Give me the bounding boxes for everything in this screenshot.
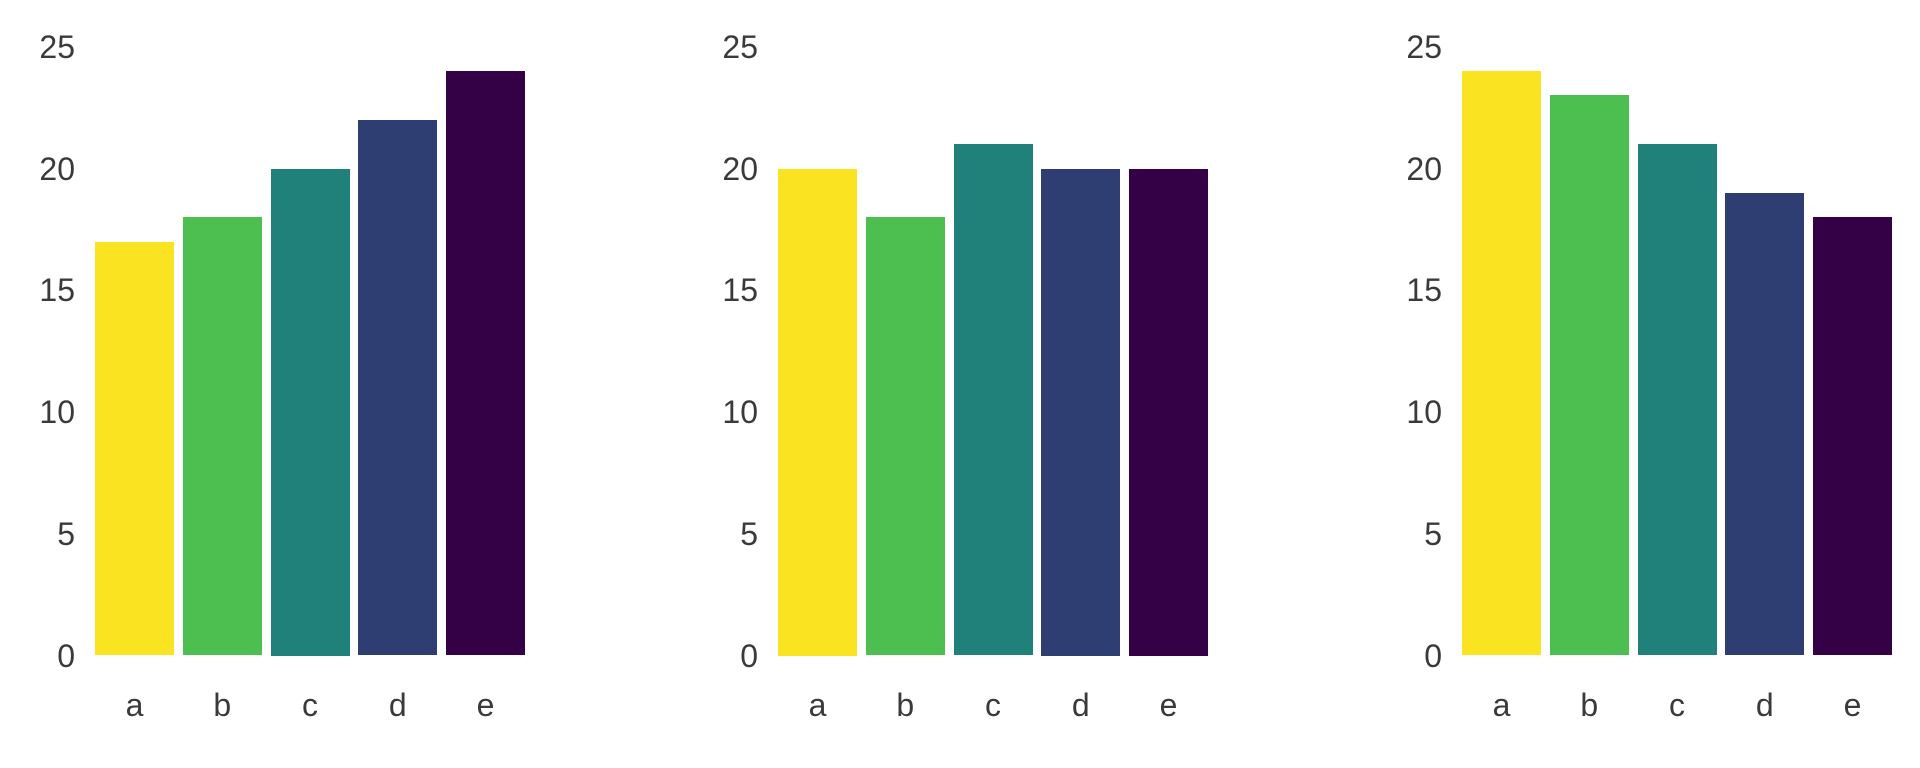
bar-d	[1041, 168, 1121, 656]
bar-c	[1637, 144, 1717, 656]
bar-b	[182, 217, 262, 656]
y-tick-label: 15	[1406, 272, 1442, 309]
x-tick-label: b	[1580, 687, 1599, 723]
y-tick-label: 15	[722, 272, 758, 309]
bar-d	[1725, 192, 1805, 656]
y-tick-label: 5	[1424, 515, 1442, 552]
x-tick-label: c	[1669, 687, 1685, 723]
y-tick-label: 0	[1424, 637, 1442, 674]
y-tick-label: 25	[39, 28, 75, 65]
y-tick-label: 0	[740, 637, 758, 674]
y-tick-label: 25	[722, 28, 758, 65]
bar-e	[1129, 168, 1208, 656]
x-tick-label: e	[1159, 687, 1178, 723]
y-tick-label: 5	[740, 515, 758, 552]
x-tick-label: d	[1071, 687, 1090, 723]
x-tick-label: a	[808, 687, 827, 723]
y-tick-label: 15	[39, 272, 75, 309]
bar-a	[778, 168, 857, 656]
bar-c	[953, 144, 1033, 656]
y-tick-label: 10	[1406, 394, 1442, 430]
y-tick-label: 20	[39, 150, 75, 187]
y-tick-label: 25	[1406, 28, 1442, 65]
x-tick-label: a	[125, 687, 144, 723]
y-tick-label: 20	[722, 150, 758, 187]
bar-b	[865, 217, 945, 656]
x-tick-label: d	[388, 687, 407, 723]
x-tick-label: d	[1755, 687, 1774, 723]
bar-d	[358, 119, 438, 656]
bar-e	[1813, 217, 1892, 656]
y-tick-label: 0	[57, 637, 75, 674]
x-tick-label: c	[985, 687, 1001, 723]
bar-c	[270, 168, 350, 656]
x-tick-label: b	[213, 687, 232, 723]
y-tick-label: 10	[39, 394, 75, 430]
x-tick-label: a	[1492, 687, 1511, 723]
bar-b	[1549, 95, 1629, 656]
bar-a	[1462, 71, 1541, 656]
x-tick-label: b	[896, 687, 915, 723]
y-tick-label: 10	[722, 394, 758, 430]
x-tick-label: c	[302, 687, 318, 723]
bar-e	[446, 71, 525, 656]
y-tick-label: 5	[57, 515, 75, 552]
x-tick-label: e	[476, 687, 495, 723]
bar-a	[95, 241, 174, 656]
y-tick-label: 20	[1406, 150, 1442, 187]
x-tick-label: e	[1843, 687, 1862, 723]
